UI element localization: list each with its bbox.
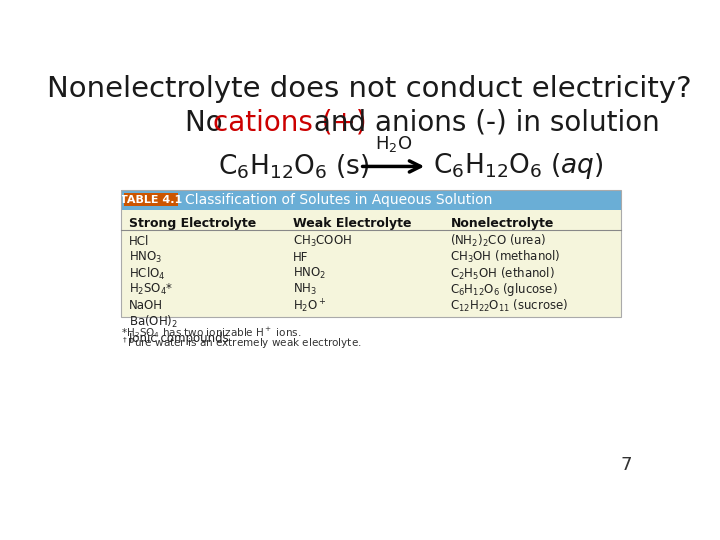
Text: HCl: HCl bbox=[129, 234, 149, 248]
Text: cations (+): cations (+) bbox=[213, 109, 367, 137]
Text: $^\dagger$Pure water is an extremely weak electrolyte.: $^\dagger$Pure water is an extremely wea… bbox=[121, 335, 361, 351]
Text: NaOH: NaOH bbox=[129, 299, 163, 312]
Text: C$_6$H$_{12}$O$_6$ (glucose): C$_6$H$_{12}$O$_6$ (glucose) bbox=[451, 281, 558, 298]
Text: HClO$_4$: HClO$_4$ bbox=[129, 266, 165, 281]
Text: C$_2$H$_5$OH (ethanol): C$_2$H$_5$OH (ethanol) bbox=[451, 266, 555, 281]
Text: *H$_2$SO$_4$ has two ionizable H$^+$ ions.: *H$_2$SO$_4$ has two ionizable H$^+$ ion… bbox=[121, 325, 302, 340]
Text: C$_{12}$H$_{22}$O$_{11}$ (sucrose): C$_{12}$H$_{22}$O$_{11}$ (sucrose) bbox=[451, 298, 569, 314]
Text: CH$_3$COOH: CH$_3$COOH bbox=[293, 234, 352, 249]
Text: Ionic compounds: Ionic compounds bbox=[129, 332, 228, 345]
Text: CH$_3$OH (methanol): CH$_3$OH (methanol) bbox=[451, 249, 561, 265]
Text: NH$_3$: NH$_3$ bbox=[293, 282, 317, 297]
Text: HF: HF bbox=[293, 251, 308, 264]
Text: HNO$_3$: HNO$_3$ bbox=[129, 249, 162, 265]
Text: and anions (-) in solution: and anions (-) in solution bbox=[305, 109, 660, 137]
Text: Weak Electrolyte: Weak Electrolyte bbox=[293, 217, 412, 230]
Text: Ba(OH)$_2$: Ba(OH)$_2$ bbox=[129, 314, 178, 330]
Text: H$_2$O: H$_2$O bbox=[374, 134, 412, 154]
Text: TABLE 4.1: TABLE 4.1 bbox=[120, 194, 182, 205]
Text: H$_2$SO$_4$*: H$_2$SO$_4$* bbox=[129, 282, 174, 297]
Text: Strong Electrolyte: Strong Electrolyte bbox=[129, 217, 256, 230]
Text: H$_2$O$^+$: H$_2$O$^+$ bbox=[293, 297, 327, 314]
Text: No: No bbox=[184, 109, 231, 137]
Text: Nonelectrolyte does not conduct electricity?: Nonelectrolyte does not conduct electric… bbox=[47, 76, 691, 104]
Text: Nonelectrolyte: Nonelectrolyte bbox=[451, 217, 554, 230]
FancyBboxPatch shape bbox=[121, 190, 621, 210]
Text: (NH$_2$)$_2$CO (urea): (NH$_2$)$_2$CO (urea) bbox=[451, 233, 546, 249]
FancyBboxPatch shape bbox=[121, 210, 621, 318]
Text: 7: 7 bbox=[621, 456, 632, 475]
Text: Classification of Solutes in Aqueous Solution: Classification of Solutes in Aqueous Sol… bbox=[184, 193, 492, 206]
FancyBboxPatch shape bbox=[124, 193, 179, 206]
Text: C$_6$H$_{12}$O$_6$ ($aq$): C$_6$H$_{12}$O$_6$ ($aq$) bbox=[433, 151, 604, 181]
Text: C$_6$H$_{12}$O$_6$ (s): C$_6$H$_{12}$O$_6$ (s) bbox=[218, 152, 369, 181]
Text: HNO$_2$: HNO$_2$ bbox=[293, 266, 326, 281]
